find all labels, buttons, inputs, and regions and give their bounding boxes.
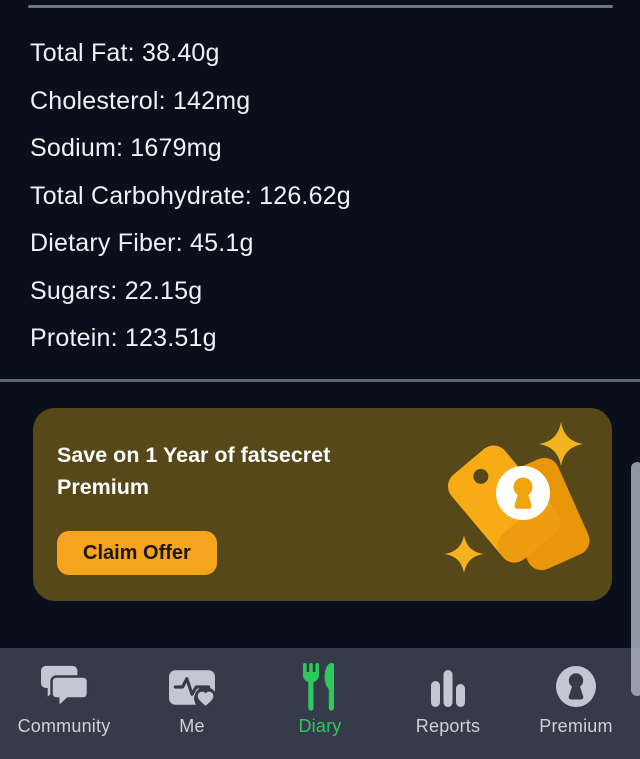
sparkle-icon <box>539 422 583 466</box>
nav-label-premium: Premium <box>539 716 613 736</box>
nav-label-diary: Diary <box>298 716 342 736</box>
health-card-heart-icon <box>169 670 216 709</box>
nutrition-facts-list: Total Fat: 38.40g Cholesterol: 142mg Sod… <box>30 30 624 363</box>
price-tags-keyhole-icon <box>444 422 590 573</box>
top-divider <box>28 5 613 8</box>
nutrition-row-cholesterol: Cholesterol: 142mg <box>30 86 251 115</box>
fork-knife-icon <box>303 663 334 711</box>
bar-chart-icon <box>431 670 465 707</box>
nav-item-community[interactable]: Community <box>0 648 128 759</box>
nutrition-row-dietary-fiber: Dietary Fiber: 45.1g <box>30 229 254 258</box>
nav-label-me: Me <box>179 716 205 736</box>
section-divider <box>0 379 640 382</box>
nav-item-me[interactable]: Me <box>128 648 256 759</box>
scrollbar-thumb[interactable] <box>631 462 640 696</box>
nutrition-row-protein: Protein: 123.51g <box>30 324 217 353</box>
nav-item-premium[interactable]: Premium <box>512 648 640 759</box>
nav-item-diary[interactable]: Diary <box>256 648 384 759</box>
bottom-navigation: Community Me Diary <box>0 648 640 759</box>
premium-offer-banner[interactable]: Save on 1 Year of fatsecret Premium Clai… <box>33 408 612 601</box>
sparkle-icon <box>444 535 484 573</box>
keyhole-badge-icon <box>556 666 596 707</box>
nutrition-row-total-carbohydrate: Total Carbohydrate: 126.62g <box>30 181 351 210</box>
nutrition-row-sugars: Sugars: 22.15g <box>30 276 203 305</box>
premium-offer-title: Save on 1 Year of fatsecret Premium <box>57 443 331 499</box>
chat-bubbles-icon <box>41 665 90 710</box>
nav-label-reports: Reports <box>415 716 481 736</box>
nutrition-row-sodium: Sodium: 1679mg <box>30 134 222 163</box>
nav-item-reports[interactable]: Reports <box>384 648 512 759</box>
claim-offer-button[interactable]: Claim Offer <box>57 531 217 575</box>
nutrition-row-total-fat: Total Fat: 38.40g <box>30 39 220 68</box>
nav-label-community: Community <box>17 716 111 736</box>
